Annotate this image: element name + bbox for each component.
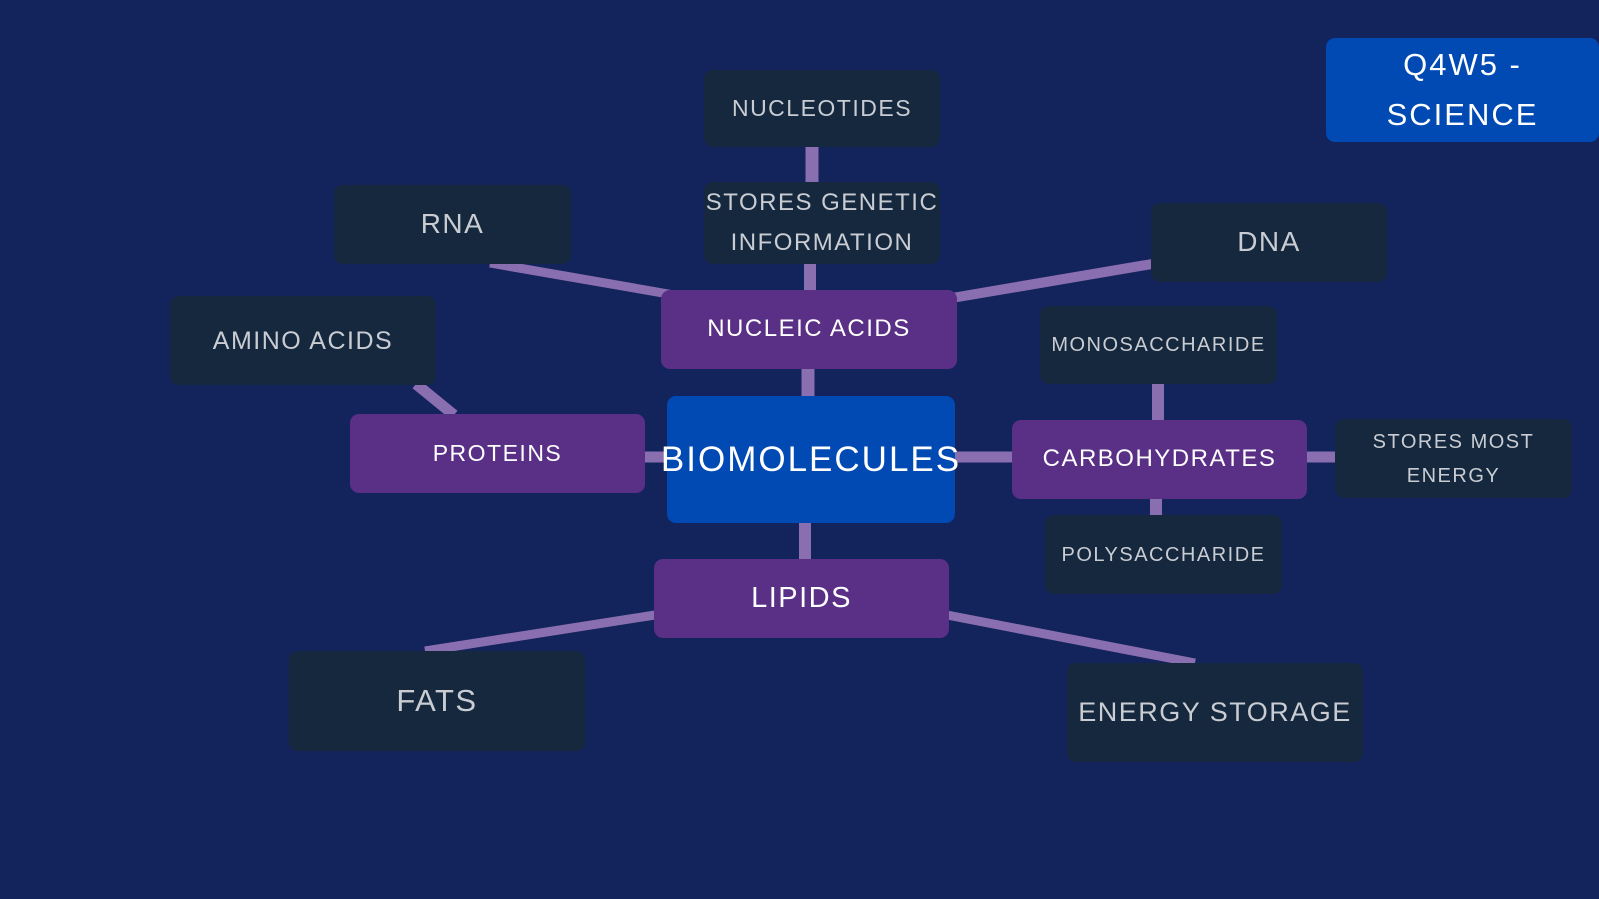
stores-genetic-line1: STORES GENETIC: [705, 189, 939, 217]
connector-lipids-energy: [946, 610, 1196, 668]
carbohydrates-label: CARBOHYDRATES: [1042, 445, 1277, 473]
title-badge: Q4W5 - SCIENCE: [1326, 38, 1599, 142]
amino-acids-label: AMINO ACIDS: [212, 326, 394, 355]
stores-energy-line1: STORES MOST: [1372, 430, 1535, 453]
nucleotides-box: NUCLEOTIDES: [704, 70, 940, 147]
biomolecules-central-box: BIOMOLECULES: [661, 396, 959, 523]
amino-acids-box: AMINO ACIDS: [170, 296, 436, 385]
title-badge-line2: SCIENCE: [1386, 97, 1539, 132]
biomolecules-label: BIOMOLECULES: [660, 439, 962, 479]
polysaccharide-box: POLYSACCHARIDE: [1045, 515, 1282, 594]
monosaccharide-label: MONOSACCHARIDE: [1051, 334, 1266, 356]
stores-genetic-line2: INFORMATION: [730, 229, 914, 256]
energy-storage-label: ENERGY STORAGE: [1078, 696, 1352, 727]
title-badge-line1: Q4W5 -: [1403, 47, 1522, 83]
rna-label: RNA: [420, 208, 485, 240]
fats-box: FATS: [289, 651, 585, 751]
fats-label: FATS: [396, 683, 478, 719]
stores-energy-line2: ENERGY: [1406, 464, 1501, 487]
nucleic-acids-box: NUCLEIC ACIDS: [661, 290, 957, 369]
energy-storage-box: ENERGY STORAGE: [1067, 663, 1363, 762]
connector-amino-proteins: [412, 379, 458, 420]
nucleotides-label: NUCLEOTIDES: [731, 95, 913, 122]
connector-lipids-fats: [424, 610, 656, 656]
lipids-label: LIPIDS: [751, 582, 852, 615]
rna-box: RNA: [334, 185, 571, 264]
dna-label: DNA: [1237, 226, 1301, 258]
connector-dna-nucleic: [951, 259, 1153, 303]
proteins-label: PROTEINS: [432, 440, 563, 467]
polysaccharide-label: POLYSACCHARIDE: [1061, 543, 1266, 566]
stores-energy-box: STORES MOST ENERGY: [1335, 419, 1572, 498]
carbohydrates-box: CARBOHYDRATES: [1012, 420, 1307, 499]
monosaccharide-box: MONOSACCHARIDE: [1040, 306, 1277, 384]
proteins-box: PROTEINS: [350, 414, 645, 493]
dna-box: DNA: [1151, 203, 1387, 282]
stores-genetic-box: STORES GENETIC INFORMATION: [704, 182, 940, 264]
nucleic-acids-label: NUCLEIC ACIDS: [707, 315, 911, 343]
lipids-box: LIPIDS: [654, 559, 949, 638]
connector-rna-nucleic: [489, 258, 681, 301]
